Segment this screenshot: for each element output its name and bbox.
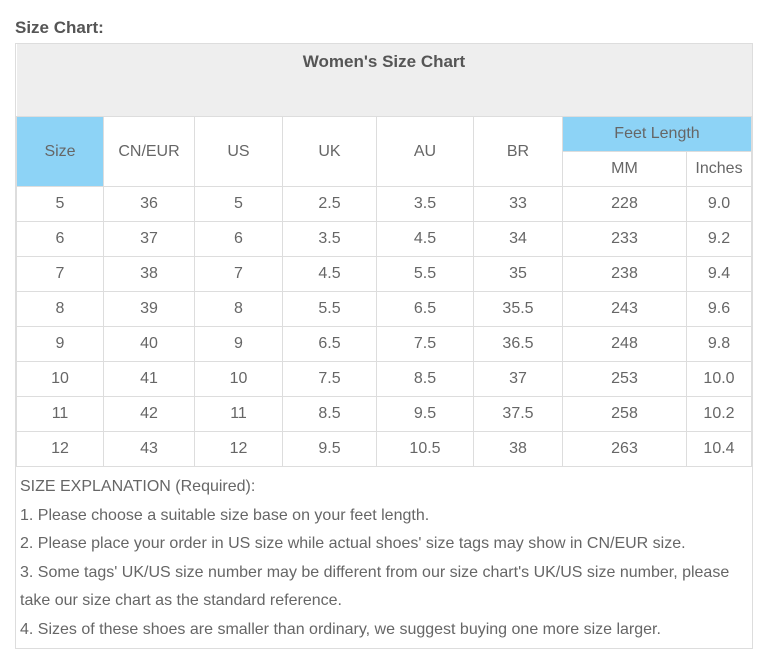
header-row: Size CN/EUR US UK AU BR Feet Length	[16, 116, 752, 187]
size-chart-table: Women's Size Chart Size CN/EUR US UK AU …	[16, 44, 752, 467]
table-cell: 36	[103, 186, 195, 222]
table-cell: 9	[194, 326, 283, 362]
table-cell: 35.5	[473, 291, 563, 327]
table-cell: 43	[103, 431, 195, 467]
table-cell: 41	[103, 361, 195, 397]
table-cell: 9.2	[686, 221, 752, 257]
table-cell: 35	[473, 256, 563, 292]
table-cell: 34	[473, 221, 563, 257]
header-mm: MM	[562, 151, 687, 187]
table-cell: 6.5	[376, 291, 474, 327]
header-us: US	[194, 116, 283, 187]
table-cell: 8.5	[376, 361, 474, 397]
size-chart-heading: Size Chart:	[15, 18, 104, 37]
header-feet-length: Feet Length	[562, 116, 752, 152]
table-cell: 3.5	[282, 221, 377, 257]
table-row: 5 36 5 2.5 3.5 33 228 9.0	[16, 186, 752, 222]
table-cell: 7	[16, 256, 104, 292]
table-cell: 263	[562, 431, 687, 467]
table-cell: 40	[103, 326, 195, 362]
explanation-line: 1. Please choose a suitable size base on…	[20, 506, 430, 524]
table-cell: 9.0	[686, 186, 752, 222]
table-cell: 233	[562, 221, 687, 257]
table-cell: 7.5	[376, 326, 474, 362]
explanation-line: 4. Sizes of these shoes are smaller than…	[20, 620, 661, 638]
table-cell: 11	[194, 396, 283, 432]
table-cell: 36.5	[473, 326, 563, 362]
table-title: Women's Size Chart	[16, 44, 752, 117]
table-cell: 5.5	[376, 256, 474, 292]
table-cell: 5	[16, 186, 104, 222]
table-cell: 2.5	[282, 186, 377, 222]
size-explanation: SIZE EXPLANATION (Required): 1. Please c…	[16, 467, 752, 648]
table-cell: 258	[562, 396, 687, 432]
table-cell: 9.6	[686, 291, 752, 327]
table-cell: 5	[194, 186, 283, 222]
explanation-line: 3. Some tags' UK/US size number may be d…	[20, 563, 730, 610]
table-cell: 4.5	[282, 256, 377, 292]
title-row: Women's Size Chart	[16, 44, 752, 117]
table-cell: 38	[103, 256, 195, 292]
table-cell: 33	[473, 186, 563, 222]
table-cell: 10.5	[376, 431, 474, 467]
table-cell: 9.8	[686, 326, 752, 362]
header-br: BR	[473, 116, 563, 187]
header-cn-eur: CN/EUR	[103, 116, 195, 187]
table-cell: 9.5	[376, 396, 474, 432]
table-cell: 253	[562, 361, 687, 397]
table-row: 8 39 8 5.5 6.5 35.5 243 9.6	[16, 291, 752, 327]
header-inches: Inches	[686, 151, 752, 187]
table-row: 11 42 11 8.5 9.5 37.5 258 10.2	[16, 396, 752, 432]
table-cell: 243	[562, 291, 687, 327]
explanation-title: SIZE EXPLANATION (Required):	[20, 478, 256, 495]
table-cell: 8.5	[282, 396, 377, 432]
table-cell: 9.5	[282, 431, 377, 467]
header-uk: UK	[282, 116, 377, 187]
table-cell: 9.4	[686, 256, 752, 292]
table-cell: 6.5	[282, 326, 377, 362]
table-cell: 7.5	[282, 361, 377, 397]
table-cell: 10.2	[686, 396, 752, 432]
table-cell: 6	[16, 221, 104, 257]
table-row: 9 40 9 6.5 7.5 36.5 248 9.8	[16, 326, 752, 362]
table-cell: 8	[16, 291, 104, 327]
size-chart-container: Women's Size Chart Size CN/EUR US UK AU …	[15, 43, 753, 649]
table-cell: 38	[473, 431, 563, 467]
header-size: Size	[16, 116, 104, 187]
table-cell: 37	[103, 221, 195, 257]
table-cell: 9	[16, 326, 104, 362]
table-row: 6 37 6 3.5 4.5 34 233 9.2	[16, 221, 752, 257]
table-cell: 5.5	[282, 291, 377, 327]
table-row: 10 41 10 7.5 8.5 37 253 10.0	[16, 361, 752, 397]
table-cell: 248	[562, 326, 687, 362]
table-cell: 6	[194, 221, 283, 257]
table-cell: 37	[473, 361, 563, 397]
subheader-row: MM Inches	[17, 151, 752, 187]
table-cell: 10.4	[686, 431, 752, 467]
table-cell: 228	[562, 186, 687, 222]
table-cell: 10	[194, 361, 283, 397]
table-cell: 10	[16, 361, 104, 397]
table-cell: 238	[562, 256, 687, 292]
table-cell: 8	[194, 291, 283, 327]
table-cell: 39	[103, 291, 195, 327]
table-cell: 4.5	[376, 221, 474, 257]
table-cell: 12	[194, 431, 283, 467]
table-cell: 37.5	[473, 396, 563, 432]
header-au: AU	[376, 116, 474, 187]
explanation-line: 2. Please place your order in US size wh…	[20, 535, 686, 552]
table-row: 12 43 12 9.5 10.5 38 263 10.4	[16, 431, 752, 467]
table-cell: 3.5	[376, 186, 474, 222]
table-cell: 10.0	[686, 361, 752, 397]
table-cell: 42	[103, 396, 195, 432]
table-row: 7 38 7 4.5 5.5 35 238 9.4	[16, 256, 752, 292]
table-cell: 11	[16, 396, 104, 432]
table-cell: 7	[194, 256, 283, 292]
table-cell: 12	[16, 431, 104, 467]
